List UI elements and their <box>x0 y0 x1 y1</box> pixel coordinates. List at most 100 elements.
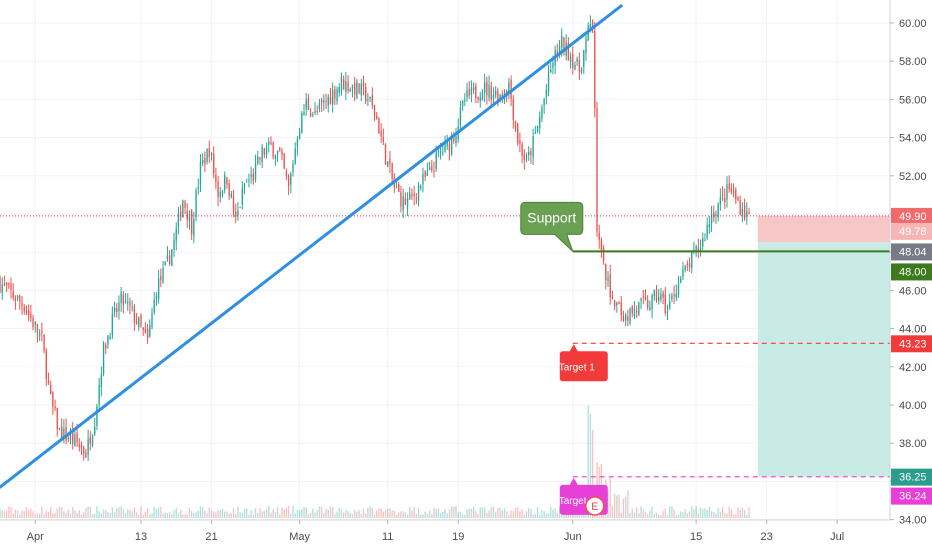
volume-bar <box>664 508 666 518</box>
volume-bar <box>323 513 325 518</box>
volume-bar <box>713 512 715 518</box>
candle-body <box>259 157 261 160</box>
volume-bar <box>554 508 556 518</box>
time-tick-label: 13 <box>135 531 147 543</box>
volume-bar <box>514 508 517 518</box>
volume-bar <box>658 514 660 518</box>
volume-bar <box>38 513 41 518</box>
candle-body <box>138 317 140 328</box>
volume-bar <box>433 507 435 518</box>
candle-body <box>649 307 651 310</box>
candle-body <box>263 148 266 155</box>
volume-bar <box>649 510 651 518</box>
candle-body <box>717 204 719 218</box>
candle-body <box>631 306 633 314</box>
price-tick-label: 34.00 <box>899 515 927 527</box>
volume-bar <box>494 512 497 518</box>
volume-bar <box>746 514 748 518</box>
volume-bar <box>404 512 407 518</box>
volume-bar <box>677 514 680 518</box>
volume-bar <box>488 510 490 518</box>
candle-body <box>12 291 14 298</box>
volume-bar <box>695 506 697 518</box>
candle-body <box>268 141 270 145</box>
candle-body <box>215 174 217 183</box>
candle-body <box>290 173 292 185</box>
volume-bar <box>320 506 323 518</box>
volume-bar <box>468 508 470 518</box>
candle-body <box>252 173 255 181</box>
volume-bar <box>688 511 691 518</box>
trendline[interactable] <box>0 4 623 489</box>
candle-body <box>673 294 675 296</box>
volume-bar <box>556 512 559 518</box>
volume-bar <box>550 506 552 518</box>
volume-bar <box>331 506 334 518</box>
candle-body <box>65 426 67 441</box>
volume-bar <box>402 511 404 518</box>
candle-body <box>74 434 76 446</box>
candle-body <box>428 167 431 170</box>
candle-body <box>38 333 41 336</box>
candle-body <box>746 211 748 217</box>
candle-body <box>585 38 587 54</box>
volume-bar <box>241 512 244 518</box>
volume-bar <box>464 514 466 518</box>
volume-bar <box>74 510 76 518</box>
volume-bar <box>461 514 464 518</box>
candle-body <box>111 313 114 335</box>
candle-body <box>254 163 257 180</box>
candle-body <box>666 311 669 313</box>
volume-bar <box>252 514 255 518</box>
candle-body <box>448 143 451 152</box>
volume-bar <box>591 429 594 518</box>
volume-bar <box>230 513 232 518</box>
time-tick-label: 19 <box>452 531 464 543</box>
volume-bar <box>382 511 384 518</box>
volume-bar <box>208 507 210 518</box>
candle-body <box>122 294 125 305</box>
volume-bar <box>175 508 177 518</box>
volume-bar <box>91 514 94 518</box>
candle-body <box>221 191 224 195</box>
candle-body <box>235 211 237 217</box>
earnings-marker[interactable] <box>585 496 605 516</box>
time-axis[interactable]: Apr 13 21 May 11 19 Jun 15 23 Jul <box>27 520 844 543</box>
candle-body <box>367 99 369 101</box>
candle-body <box>635 310 638 312</box>
candle-body <box>340 76 343 90</box>
drawings[interactable]: Support Target 1 Target 2E <box>0 4 890 516</box>
candle-body <box>664 294 666 313</box>
volume-bar <box>466 509 468 518</box>
candle-body <box>424 171 426 177</box>
volume-bar <box>94 513 96 518</box>
volume-bar <box>87 506 89 518</box>
volume-bar <box>65 512 67 518</box>
volume-bars <box>0 405 750 518</box>
candle-body <box>281 150 283 156</box>
volume-bar <box>395 514 398 518</box>
candle-body <box>382 137 384 142</box>
volume-bar <box>235 513 237 518</box>
candle-body <box>296 139 299 147</box>
candle-body <box>232 195 235 212</box>
time-tick-label: May <box>289 531 310 543</box>
candle-body <box>241 188 244 205</box>
volume-bar <box>336 512 338 518</box>
volume-bar <box>444 508 446 518</box>
candle-body <box>124 300 127 302</box>
target-callout-1[interactable] <box>555 344 608 382</box>
volume-bar <box>78 509 80 518</box>
candle-body <box>305 99 307 110</box>
candle-body <box>188 214 191 222</box>
candle-body <box>739 200 741 215</box>
volume-bar <box>224 511 226 518</box>
volume-bar <box>411 510 413 518</box>
candle-body <box>146 329 149 339</box>
candle-body <box>660 293 662 300</box>
volume-bar <box>525 511 528 518</box>
price-label-text: 48.04 <box>899 246 927 258</box>
volume-bar <box>193 512 195 518</box>
support-callout[interactable] <box>520 201 584 252</box>
